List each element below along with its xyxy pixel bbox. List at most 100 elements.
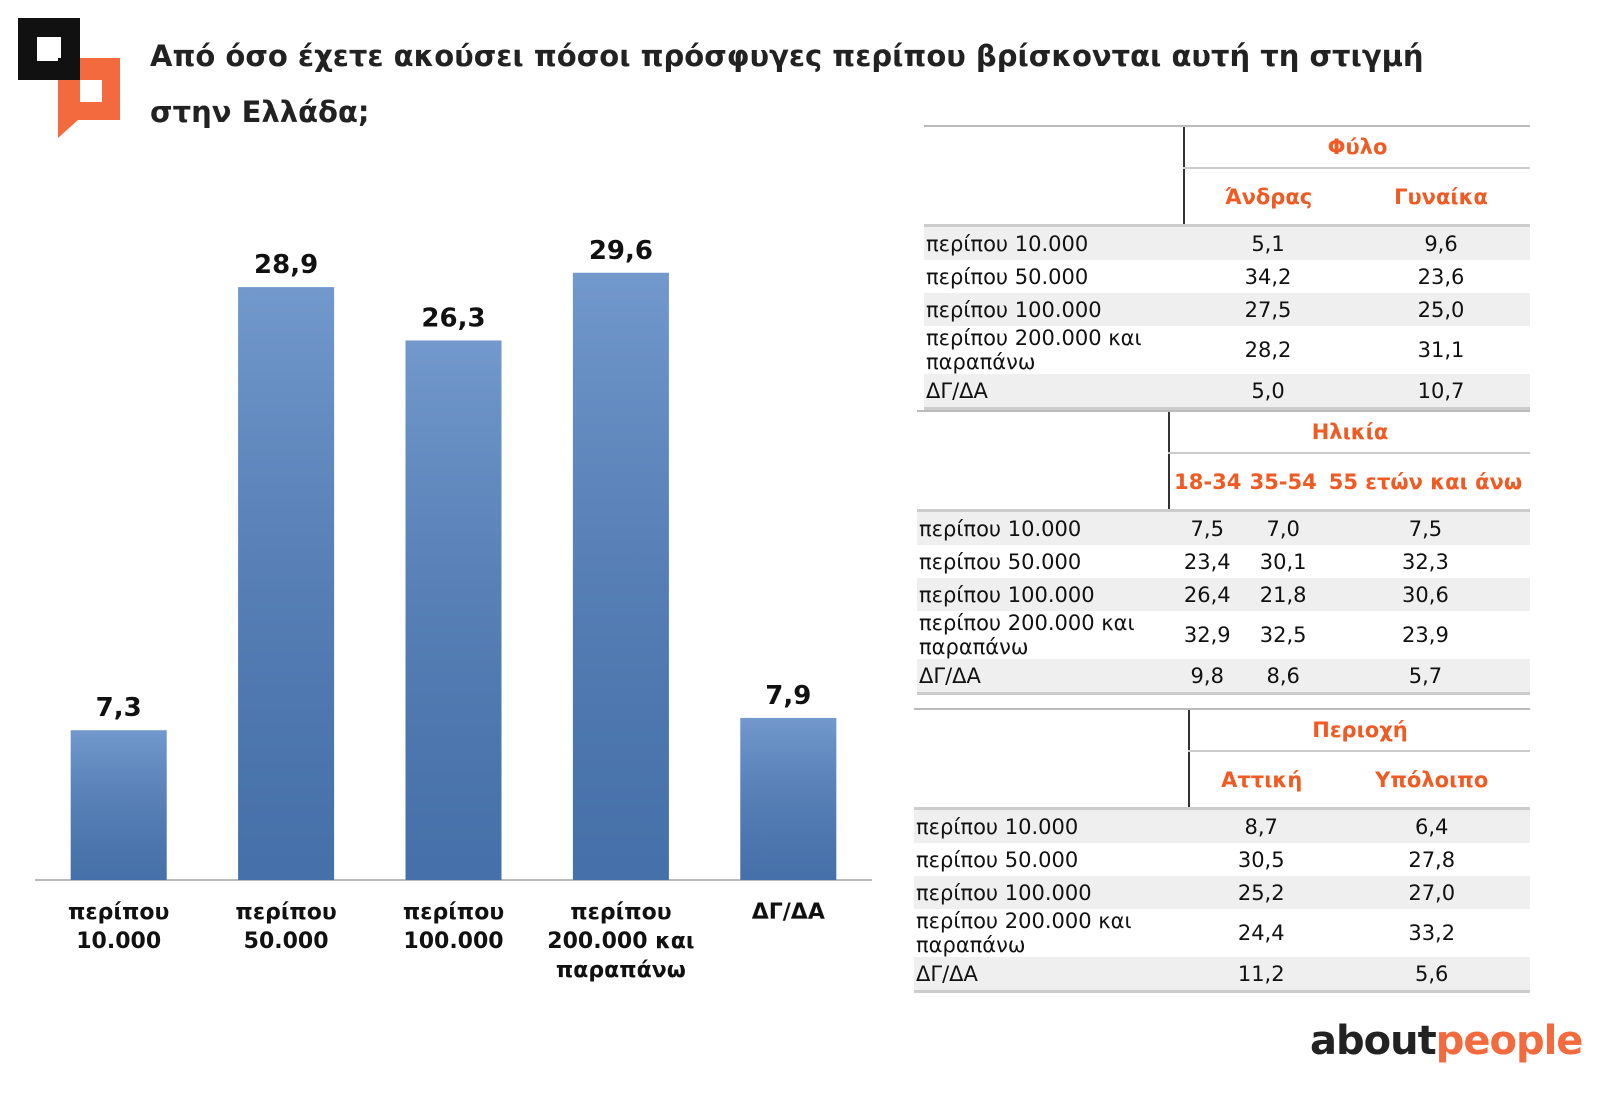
cell: 8,7: [1189, 808, 1334, 843]
cell: 9,8: [1169, 659, 1246, 695]
row-label: περίπου 10.000: [917, 510, 1169, 545]
cell: 25,2: [1189, 876, 1334, 909]
row-label: περίπου 200.000 και παραπάνω: [919, 611, 1135, 659]
row-label: περίπου 10.000: [924, 225, 1184, 260]
column-header: 35-54: [1245, 453, 1321, 512]
header-empty: [914, 751, 1189, 810]
table-row: περίπου 200.000 και παραπάνω 24,4 33,2: [914, 909, 1530, 957]
header-empty: [917, 453, 1169, 512]
cell: 25,0: [1352, 293, 1530, 326]
header-empty: [917, 410, 1169, 453]
row-label: περίπου 100.000: [914, 876, 1189, 909]
cell: 7,0: [1245, 510, 1321, 545]
title: Από όσο έχετε ακούσει πόσοι πρόσφυγες πε…: [150, 39, 1424, 129]
header-row: Άνδρας Γυναίκα: [924, 168, 1530, 227]
group-header: Ηλικία: [1168, 410, 1530, 454]
cell: 5,0: [1184, 374, 1353, 410]
header-row: Αττική Υπόλοιπο: [914, 751, 1530, 810]
group-header: Περιοχή: [1188, 708, 1530, 752]
value-label: 26,3: [421, 303, 485, 333]
row-label: περίπου 200.000 και παραπάνω: [916, 909, 1132, 957]
column-header: 18-34: [1167, 453, 1246, 512]
cell: 27,0: [1333, 876, 1530, 909]
value-label: 29,6: [589, 236, 653, 266]
table-row: περίπου 100.000 26,4 21,8 30,6: [917, 578, 1530, 611]
x-tick-label: περίπου 10.000: [68, 900, 170, 954]
table-row: περίπου 50.000 30,5 27,8: [914, 843, 1530, 876]
header-row: Φύλο: [924, 125, 1530, 169]
bar: [740, 717, 837, 880]
cell: 27,8: [1408, 847, 1456, 872]
bar: [572, 272, 669, 881]
cell: 21,8: [1245, 578, 1321, 611]
row-label: περίπου 200.000 και παραπάνω: [926, 326, 1142, 374]
cell: 10,7: [1352, 374, 1530, 410]
cell: 9,6: [1352, 225, 1530, 260]
table-row: περίπου 50.000 23,4 30,1 32,3: [917, 545, 1530, 578]
table-row: περίπου 50.000 34,2 23,6: [924, 260, 1530, 293]
row-label: περίπου 10.000: [914, 808, 1189, 843]
table-row: περίπου 10.000 8,7 6,4: [914, 808, 1530, 843]
cell: 23,4: [1183, 549, 1231, 574]
bar: [405, 340, 502, 881]
table-row: περίπου 100.000 25,2 27,0: [914, 876, 1530, 909]
cell: 6,4: [1333, 808, 1530, 843]
row-label: ΔΓ/ΔΑ: [914, 957, 1189, 993]
cell: 31,1: [1417, 338, 1465, 362]
column-header: Άνδρας: [1182, 168, 1353, 227]
row-label: περίπου 50.000: [916, 847, 1079, 872]
cell: 5,6: [1333, 957, 1530, 993]
header-row: Περιοχή: [914, 708, 1530, 752]
x-tick-label: περίπου 50.000: [235, 900, 337, 954]
bar: [238, 287, 335, 880]
table-row: ΔΓ/ΔΑ 11,2 5,6: [914, 957, 1530, 993]
cell: 30,5: [1237, 847, 1285, 872]
column-header: Γυναίκα: [1352, 168, 1530, 227]
table-row: περίπου 10.000 7,5 7,0 7,5: [917, 510, 1530, 545]
row-label: περίπου 50.000: [919, 549, 1082, 574]
cell: 32,5: [1259, 623, 1307, 647]
cell: 5,7: [1320, 659, 1530, 695]
cell: 32,3: [1402, 549, 1449, 574]
data-table: Περιοχή Αττική Υπόλοιπο περίπου 10.000 8,7 6,…: [914, 708, 1530, 993]
row-label: περίπου 50.000: [926, 264, 1089, 289]
table-row: περίπου 200.000 και παραπάνω 32,9 32,5 23,9: [917, 611, 1530, 659]
data-table: Ηλικία 18-34 35-54 55 ετών και άνω περίπου 1…: [917, 410, 1530, 695]
cell: 27,5: [1184, 293, 1353, 326]
table-row: περίπου 100.000 27,5 25,0: [924, 293, 1530, 326]
table-row: περίπου 10.000 5,1 9,6: [924, 225, 1530, 260]
cell: 34,2: [1244, 264, 1292, 289]
header-row: Ηλικία: [917, 410, 1530, 454]
column-header: Υπόλοιπο: [1333, 751, 1530, 810]
logo: [18, 18, 120, 138]
cell: 30,6: [1320, 578, 1530, 611]
brand-part: about: [1310, 1018, 1437, 1064]
table-row: ΔΓ/ΔΑ 5,0 10,7: [924, 374, 1530, 410]
group-header: Φύλο: [1183, 125, 1530, 169]
brand: aboutpeople: [1310, 1018, 1584, 1064]
column-header: Αττική: [1187, 751, 1334, 810]
bar: [70, 730, 167, 880]
data-table: Φύλο Άνδρας Γυναίκα περίπου 10.000 5,1 9,6 περ…: [924, 125, 1530, 410]
cell: 7,5: [1169, 510, 1246, 545]
cell: 28,2: [1244, 338, 1292, 362]
value-label: 7,9: [765, 681, 811, 711]
cell: 5,1: [1184, 225, 1353, 260]
row-label: ΔΓ/ΔΑ: [924, 374, 1184, 410]
header-empty: [914, 708, 1189, 751]
cell: 23,6: [1417, 264, 1465, 289]
row-label: ΔΓ/ΔΑ: [917, 659, 1169, 695]
cell: 33,2: [1408, 921, 1456, 945]
cell: 24,4: [1237, 921, 1285, 945]
x-tick-label: ΔΓ/ΔΑ: [751, 900, 825, 925]
row-label: περίπου 100.000: [917, 578, 1169, 611]
cell: 11,2: [1189, 957, 1334, 993]
value-label: 7,3: [96, 693, 142, 723]
row-label: περίπου 100.000: [924, 293, 1184, 326]
brand-part: people: [1435, 1018, 1584, 1064]
column-header: 55 ετών και άνω: [1320, 453, 1530, 512]
cell: 7,5: [1320, 510, 1530, 545]
header-empty: [924, 168, 1184, 227]
table-row: περίπου 200.000 και παραπάνω 28,2 31,1: [924, 326, 1530, 374]
